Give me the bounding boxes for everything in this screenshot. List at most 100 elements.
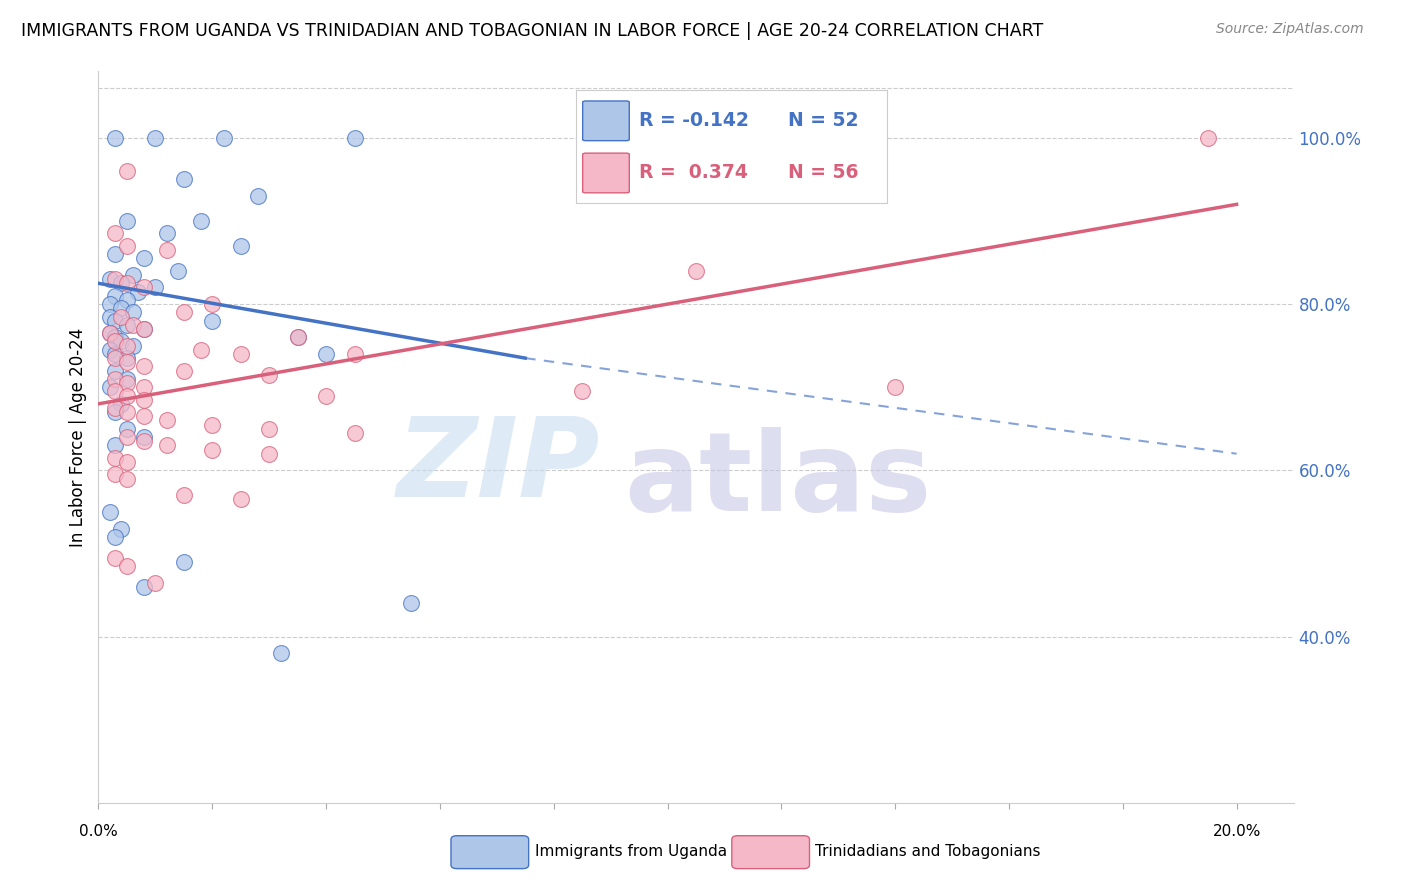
Point	[132, 322, 155, 336]
Point	[104, 347, 127, 361]
Point	[110, 277, 132, 291]
Point	[115, 355, 138, 369]
Point	[104, 131, 127, 145]
Point	[98, 380, 121, 394]
Point	[315, 388, 337, 402]
Point	[121, 318, 143, 332]
Point	[132, 252, 155, 266]
Point	[229, 239, 252, 253]
Text: IMMIGRANTS FROM UGANDA VS TRINIDADIAN AND TOBAGONIAN IN LABOR FORCE | AGE 20-24 : IMMIGRANTS FROM UGANDA VS TRINIDADIAN AN…	[21, 22, 1043, 40]
Point	[132, 392, 155, 407]
Point	[110, 521, 132, 535]
Point	[98, 505, 121, 519]
Point	[343, 347, 366, 361]
Point	[115, 164, 138, 178]
Point	[287, 330, 309, 344]
Point	[571, 384, 593, 399]
Point	[115, 318, 138, 332]
Point	[115, 277, 138, 291]
Point	[110, 397, 132, 411]
Point	[115, 338, 138, 352]
Point	[104, 330, 127, 344]
Point	[132, 409, 155, 424]
Point	[98, 343, 121, 357]
Y-axis label: In Labor Force | Age 20-24: In Labor Force | Age 20-24	[69, 327, 87, 547]
Point	[287, 330, 309, 344]
Point	[121, 268, 143, 282]
Point	[104, 384, 127, 399]
Point	[1197, 131, 1219, 145]
Point	[115, 430, 138, 444]
Point	[104, 438, 127, 452]
Point	[343, 425, 366, 440]
Point	[401, 596, 423, 610]
Point	[115, 455, 138, 469]
Point	[115, 472, 138, 486]
Point	[685, 264, 707, 278]
Text: 20.0%: 20.0%	[1212, 823, 1261, 838]
Point	[132, 280, 155, 294]
Point	[190, 214, 212, 228]
Point	[246, 189, 269, 203]
Point	[270, 646, 292, 660]
FancyBboxPatch shape	[733, 836, 810, 869]
Point	[104, 372, 127, 386]
Point	[143, 575, 166, 590]
Point	[98, 272, 121, 286]
Point	[201, 297, 224, 311]
Point	[127, 285, 149, 299]
Point	[104, 467, 127, 482]
Point	[115, 239, 138, 253]
Point	[132, 580, 155, 594]
Point	[98, 326, 121, 341]
Point	[104, 550, 127, 565]
Point	[156, 243, 179, 257]
Text: 0.0%: 0.0%	[79, 823, 118, 838]
Point	[104, 401, 127, 415]
Point	[156, 438, 179, 452]
Text: Trinidadians and Tobagonians: Trinidadians and Tobagonians	[815, 845, 1040, 859]
Point	[115, 422, 138, 436]
Point	[132, 322, 155, 336]
Point	[173, 305, 195, 319]
Point	[143, 280, 166, 294]
Text: ZIP: ZIP	[396, 413, 600, 520]
Point	[143, 131, 166, 145]
Point	[115, 351, 138, 365]
Point	[115, 558, 138, 573]
Text: Source: ZipAtlas.com: Source: ZipAtlas.com	[1216, 22, 1364, 37]
Point	[104, 450, 127, 465]
Point	[104, 363, 127, 377]
Point	[115, 214, 138, 228]
Point	[98, 297, 121, 311]
Point	[201, 314, 224, 328]
Point	[173, 555, 195, 569]
Point	[104, 334, 127, 349]
Point	[110, 310, 132, 324]
Point	[104, 405, 127, 419]
Point	[156, 413, 179, 427]
Point	[257, 368, 280, 382]
Point	[98, 326, 121, 341]
Point	[104, 314, 127, 328]
Point	[132, 430, 155, 444]
Point	[173, 172, 195, 186]
Point	[132, 380, 155, 394]
Point	[132, 434, 155, 449]
Point	[173, 363, 195, 377]
Point	[212, 131, 235, 145]
Point	[229, 347, 252, 361]
Point	[884, 380, 907, 394]
Point	[121, 305, 143, 319]
Point	[132, 359, 155, 374]
Point	[98, 310, 121, 324]
Point	[167, 264, 190, 278]
Point	[104, 351, 127, 365]
Point	[315, 347, 337, 361]
Point	[115, 388, 138, 402]
Point	[115, 376, 138, 390]
Point	[115, 372, 138, 386]
Point	[156, 227, 179, 241]
Point	[104, 272, 127, 286]
Point	[104, 247, 127, 261]
